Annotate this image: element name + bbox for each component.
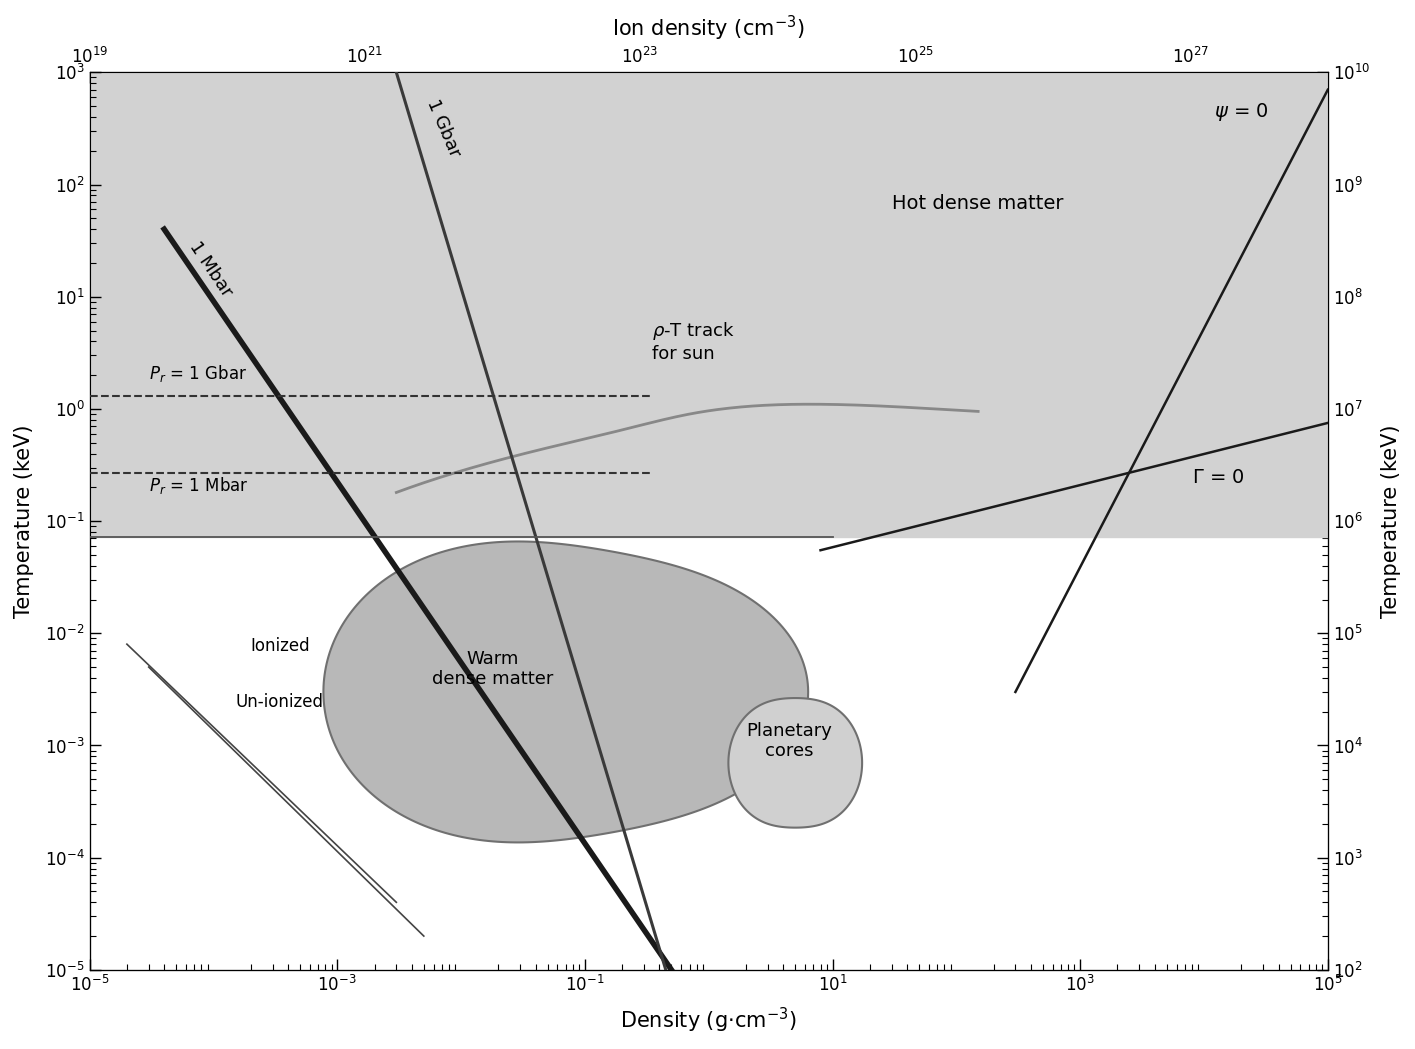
Text: Planetary
cores: Planetary cores <box>747 722 832 761</box>
Text: $\psi$ = 0: $\psi$ = 0 <box>1214 101 1268 123</box>
Text: $\rho$-T track
for sun: $\rho$-T track for sun <box>652 320 734 363</box>
X-axis label: Density (g$\cdot$cm$^{-3}$): Density (g$\cdot$cm$^{-3}$) <box>620 1006 797 1035</box>
Text: Hot dense matter: Hot dense matter <box>891 194 1063 213</box>
X-axis label: Ion density (cm$^{-3}$): Ion density (cm$^{-3}$) <box>613 14 805 43</box>
Polygon shape <box>324 541 808 842</box>
Text: Un-ionized: Un-ionized <box>235 693 323 711</box>
Text: $P_r$ = 1 Mbar: $P_r$ = 1 Mbar <box>149 475 248 496</box>
Y-axis label: Temperature (keV): Temperature (keV) <box>1381 425 1401 618</box>
Polygon shape <box>89 72 1327 537</box>
Text: Ionized: Ionized <box>250 637 310 655</box>
Text: 1 Gbar: 1 Gbar <box>424 97 464 159</box>
Text: 1 Mbar: 1 Mbar <box>185 238 236 301</box>
Y-axis label: Temperature (keV): Temperature (keV) <box>14 425 34 618</box>
Text: Warm
dense matter: Warm dense matter <box>432 649 553 688</box>
Polygon shape <box>729 698 862 828</box>
Text: $P_r$ = 1 Gbar: $P_r$ = 1 Gbar <box>149 363 246 384</box>
Text: $\Gamma$ = 0: $\Gamma$ = 0 <box>1191 468 1245 487</box>
